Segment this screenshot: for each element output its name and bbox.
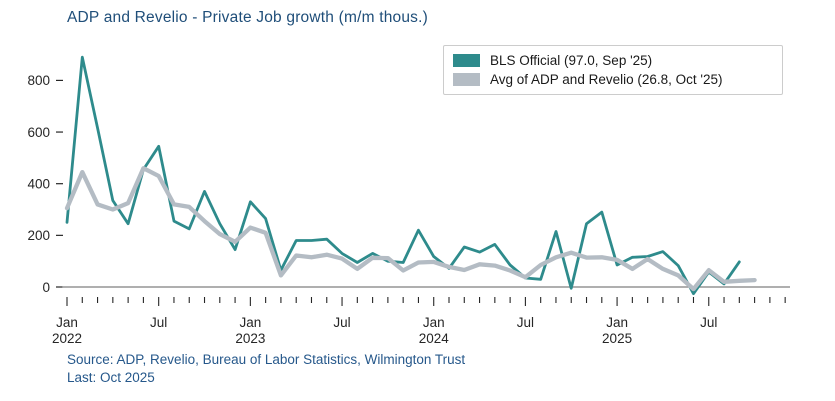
source-note: Source: ADP, Revelio, Bureau of Labor St… — [67, 352, 466, 367]
footer-notes: Source: ADP, Revelio, Bureau of Labor St… — [67, 351, 465, 387]
x-tick-year-label: 2023 — [235, 331, 265, 346]
legend: BLS Official (97.0, Sep '25) Avg of ADP … — [443, 45, 783, 95]
y-tick-label: 800 — [27, 73, 50, 88]
last-updated-note: Last: Oct 2025 — [67, 370, 155, 385]
legend-swatch-bls — [453, 54, 480, 67]
x-tick-label: Jan — [423, 315, 445, 330]
bls-line — [65, 55, 741, 296]
legend-swatch-avg — [453, 73, 480, 86]
avg-line — [64, 166, 757, 292]
chart-title: ADP and Revelio - Private Job growth (m/… — [67, 9, 428, 26]
y-tick-label: 400 — [27, 177, 50, 192]
y-tick-label: 0 — [42, 280, 50, 295]
x-tick-label: Jan — [239, 315, 261, 330]
legend-label-avg: Avg of ADP and Revelio (26.8, Oct '25) — [490, 72, 723, 87]
x-tick-label: Jan — [606, 315, 628, 330]
y-axis: 0 200 400 600 800 — [27, 73, 63, 295]
legend-item-bls: BLS Official (97.0, Sep '25) — [453, 53, 773, 68]
x-tick-label: Jan — [56, 315, 78, 330]
y-tick-label: 200 — [27, 228, 50, 243]
x-tick-label: Jul — [150, 315, 167, 330]
legend-label-bls: BLS Official (97.0, Sep '25) — [490, 53, 653, 68]
x-tick-label: Jul — [517, 315, 534, 330]
y-tick-label: 600 — [27, 125, 50, 140]
legend-item-avg: Avg of ADP and Revelio (26.8, Oct '25) — [453, 72, 773, 87]
x-tick-label: Jul — [700, 315, 717, 330]
x-tick-year-label: 2022 — [52, 331, 82, 346]
x-tick-label: Jul — [333, 315, 350, 330]
x-tick-year-label: 2024 — [419, 331, 450, 346]
x-tick-year-label: 2025 — [602, 331, 632, 346]
